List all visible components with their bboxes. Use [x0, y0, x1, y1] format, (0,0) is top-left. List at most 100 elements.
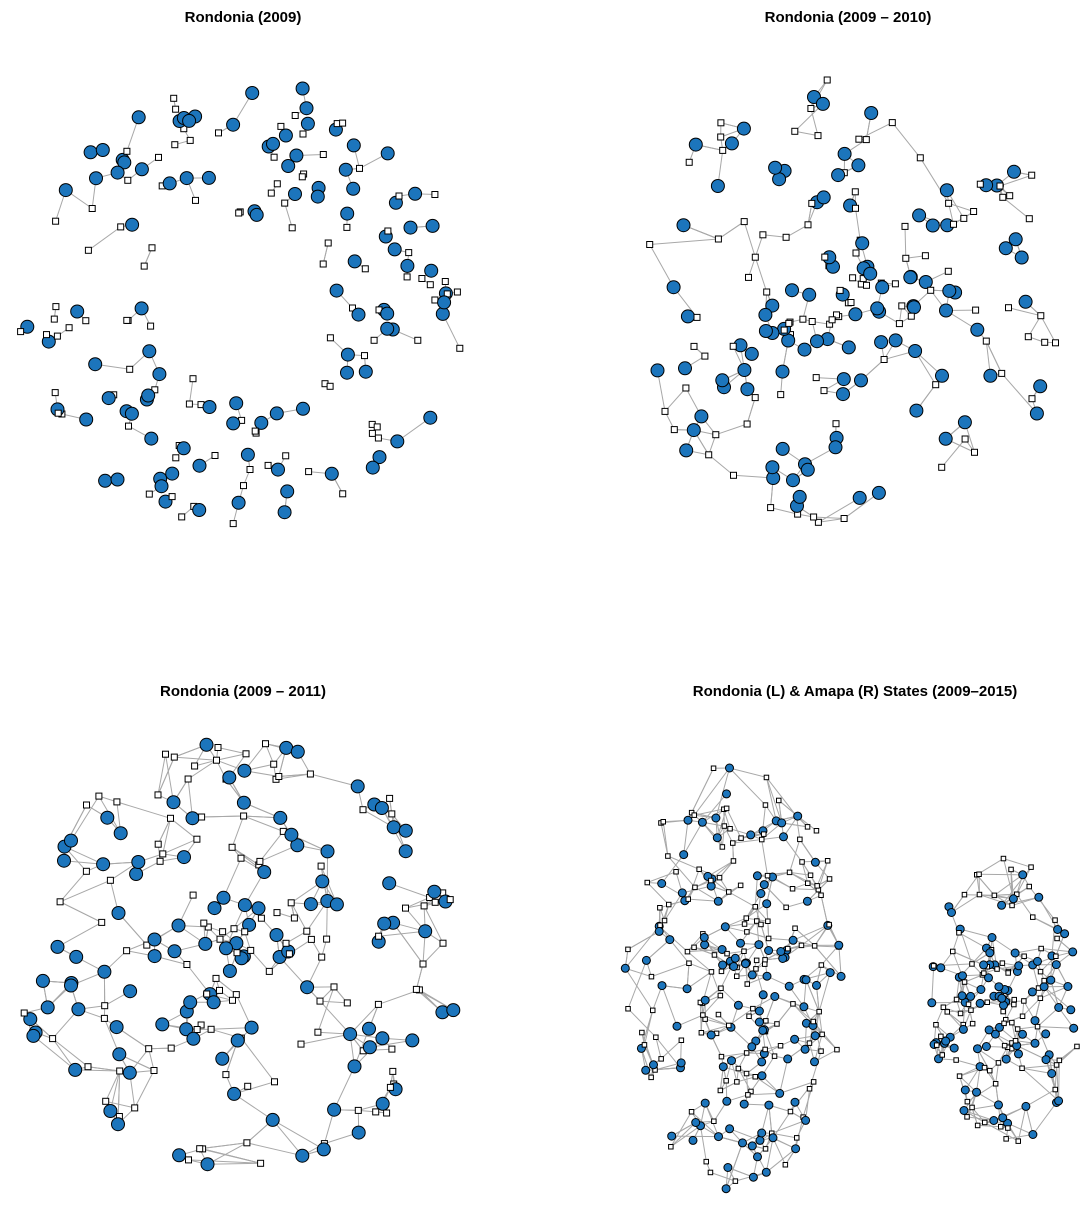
event-node — [17, 328, 25, 336]
actor-node — [736, 121, 751, 136]
event-node — [806, 1086, 813, 1092]
actor-node — [358, 364, 373, 379]
event-node — [744, 929, 750, 935]
actor-node — [828, 440, 843, 455]
event-node — [718, 1053, 725, 1060]
event-node — [243, 1139, 251, 1147]
actor-node — [1046, 975, 1056, 985]
event-node — [193, 835, 201, 843]
event-node — [964, 1098, 971, 1105]
event-node — [791, 127, 799, 135]
event-node — [1053, 953, 1059, 959]
event-node — [762, 961, 768, 967]
event-node — [746, 1013, 752, 1019]
actor-node — [245, 86, 260, 100]
actor-node — [299, 101, 314, 116]
event-node — [818, 962, 825, 968]
event-node — [969, 961, 975, 967]
edge — [649, 238, 719, 245]
event-node — [648, 973, 655, 980]
actor-node — [242, 917, 257, 932]
event-node — [193, 1026, 201, 1033]
actor-node — [939, 183, 954, 198]
event-node — [693, 313, 701, 321]
event-node — [412, 985, 420, 993]
edge — [676, 1014, 703, 1027]
edge — [818, 1011, 823, 1035]
actor-node — [88, 357, 103, 372]
event-node — [441, 278, 449, 285]
actor-node — [984, 973, 993, 983]
event-node — [776, 797, 782, 804]
edge — [1040, 986, 1069, 999]
event-node — [826, 876, 833, 882]
edge — [813, 516, 845, 519]
event-node — [811, 943, 818, 949]
event-node — [891, 280, 899, 288]
actor-node — [711, 813, 721, 823]
actor-node — [300, 116, 315, 131]
actor-node — [918, 275, 933, 289]
event-node — [386, 1083, 394, 1091]
actor-node — [230, 1033, 245, 1048]
edge — [1032, 1102, 1057, 1135]
event-node — [1053, 1062, 1060, 1068]
event-node — [229, 520, 237, 528]
actor-node — [346, 138, 361, 153]
actor-node — [346, 181, 361, 196]
actor-node — [718, 1062, 728, 1072]
event-node — [666, 901, 672, 908]
edge — [976, 874, 980, 895]
actor-node — [677, 888, 687, 898]
event-node — [724, 950, 730, 957]
edge — [766, 777, 777, 822]
event-node — [1005, 970, 1011, 976]
edge — [118, 912, 148, 946]
edge — [744, 906, 756, 925]
actor-node — [437, 295, 452, 310]
actor-node — [672, 1021, 682, 1031]
edge — [904, 226, 907, 259]
edge — [627, 1008, 657, 1038]
event-node — [1000, 1008, 1006, 1015]
event-node — [431, 296, 439, 304]
actor-node — [290, 838, 305, 853]
event-node — [657, 922, 663, 928]
edge — [891, 122, 921, 159]
edge — [943, 1006, 961, 1014]
edge — [728, 891, 756, 908]
actor-node — [183, 995, 198, 1010]
edge — [240, 1037, 275, 1083]
actor-node — [970, 322, 985, 337]
event-node — [730, 471, 737, 479]
actor-node — [1033, 379, 1048, 394]
event-node — [233, 949, 241, 957]
event-node — [790, 1001, 796, 1007]
edge — [687, 951, 712, 973]
actor-node — [688, 1135, 698, 1145]
event-node — [826, 921, 832, 928]
actor-node — [69, 949, 84, 964]
edge — [199, 1142, 247, 1150]
event-node — [715, 1011, 722, 1018]
actor-node — [131, 110, 146, 125]
event-node — [921, 252, 929, 260]
event-node — [777, 391, 785, 399]
edge — [231, 815, 245, 848]
event-node — [991, 892, 998, 899]
event-node — [808, 318, 816, 325]
event-node — [821, 253, 829, 261]
actor-node — [380, 321, 395, 336]
event-node — [953, 1057, 959, 1063]
event-node — [172, 105, 180, 113]
actor-node — [666, 280, 681, 295]
event-node — [196, 1145, 204, 1153]
edge — [87, 1066, 120, 1072]
event-node — [49, 1035, 57, 1043]
actor-node — [997, 900, 1007, 910]
event-node — [691, 812, 697, 818]
event-node — [256, 857, 264, 865]
edge — [723, 1066, 756, 1078]
edge — [662, 821, 669, 857]
actor-node — [998, 1113, 1008, 1123]
